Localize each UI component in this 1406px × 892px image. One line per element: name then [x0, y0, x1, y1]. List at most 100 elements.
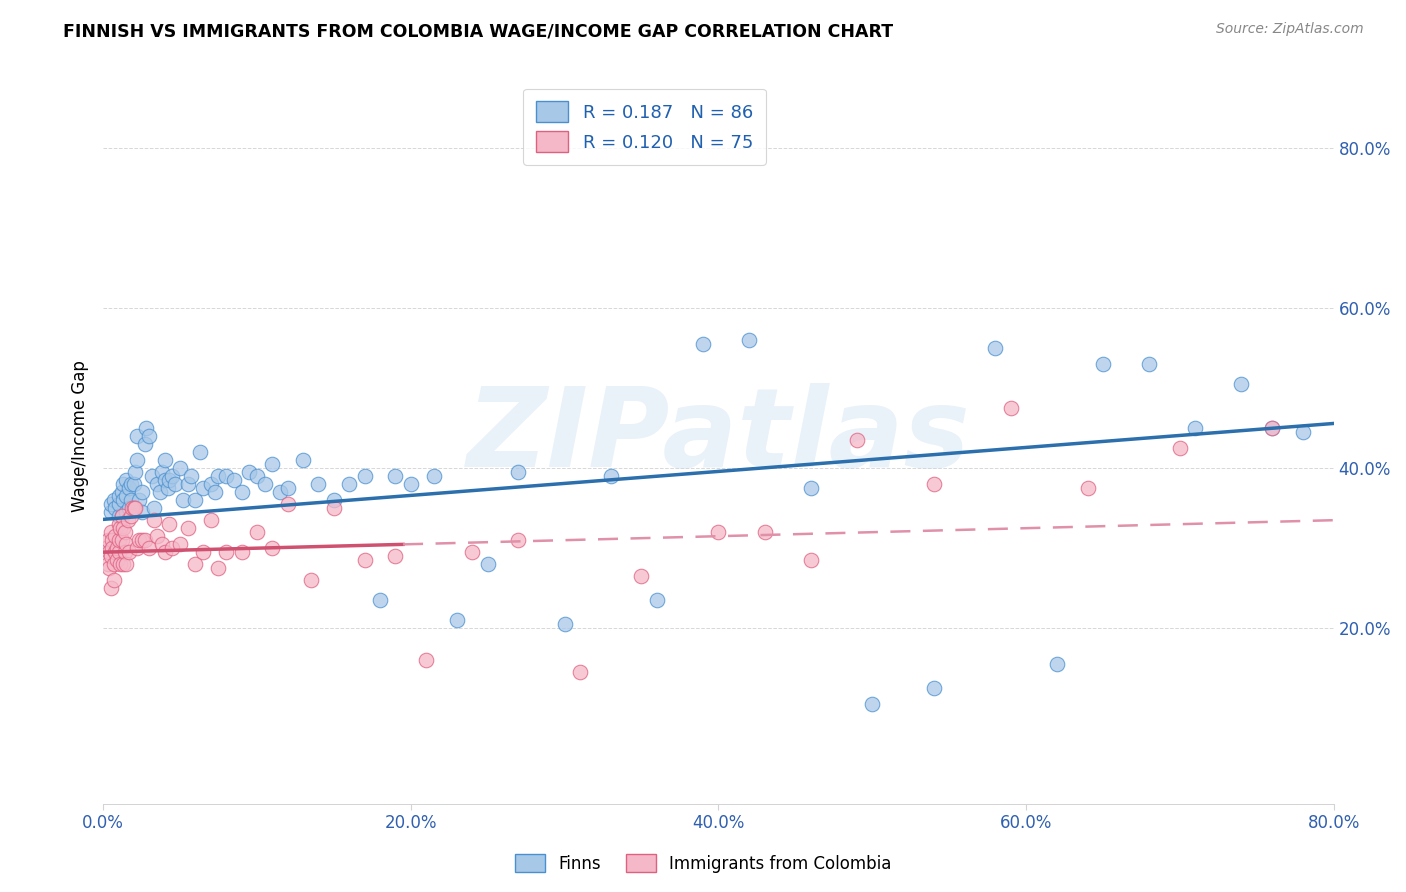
Point: [645, 593, 668, 607]
Point: [98, 545, 121, 559]
Point: [134, 437, 156, 451]
Point: [984, 341, 1007, 355]
Point: [141, 469, 163, 483]
Point: [461, 545, 484, 559]
Point: [104, 545, 127, 559]
Point: [1091, 357, 1114, 371]
Point: [101, 541, 124, 556]
Point: [153, 473, 176, 487]
Point: [117, 513, 139, 527]
Point: [165, 477, 187, 491]
Point: [231, 545, 253, 559]
Point: [104, 529, 127, 543]
Point: [322, 501, 344, 516]
Point: [384, 549, 406, 564]
Text: ZIPatlas: ZIPatlas: [467, 383, 970, 490]
Point: [157, 473, 180, 487]
Point: [246, 525, 269, 540]
Point: [115, 489, 138, 503]
Point: [122, 477, 145, 491]
Point: [169, 537, 191, 551]
Point: [128, 493, 150, 508]
Point: [353, 469, 375, 483]
Point: [138, 429, 160, 443]
Point: [114, 545, 136, 559]
Point: [107, 533, 129, 548]
Point: [120, 509, 142, 524]
Point: [131, 533, 153, 548]
Point: [172, 493, 194, 508]
Point: [105, 541, 128, 556]
Point: [107, 545, 129, 559]
Point: [120, 493, 142, 508]
Legend: Finns, Immigrants from Colombia: Finns, Immigrants from Colombia: [508, 847, 898, 880]
Point: [754, 525, 776, 540]
Point: [108, 557, 131, 571]
Point: [262, 541, 284, 556]
Point: [115, 557, 138, 571]
Point: [384, 469, 406, 483]
Point: [134, 533, 156, 548]
Point: [146, 529, 169, 543]
Point: [707, 525, 730, 540]
Point: [125, 541, 148, 556]
Point: [100, 505, 122, 519]
Point: [253, 477, 276, 491]
Point: [200, 513, 222, 527]
Point: [231, 485, 253, 500]
Point: [299, 573, 322, 587]
Point: [180, 469, 202, 483]
Point: [110, 485, 132, 500]
Point: [477, 557, 499, 571]
Point: [100, 581, 122, 595]
Point: [98, 561, 121, 575]
Point: [97, 557, 120, 571]
Point: [1230, 377, 1253, 392]
Point: [922, 477, 945, 491]
Point: [107, 517, 129, 532]
Point: [177, 477, 200, 491]
Point: [100, 525, 122, 540]
Point: [112, 477, 135, 491]
Point: [118, 545, 141, 559]
Point: [114, 525, 136, 540]
Point: [105, 553, 128, 567]
Point: [191, 545, 214, 559]
Point: [292, 453, 315, 467]
Point: [1137, 357, 1160, 371]
Point: [156, 481, 179, 495]
Point: [415, 653, 437, 667]
Point: [138, 541, 160, 556]
Point: [177, 521, 200, 535]
Point: [146, 477, 169, 491]
Point: [184, 493, 207, 508]
Point: [630, 569, 652, 583]
Point: [118, 501, 141, 516]
Point: [262, 457, 284, 471]
Point: [107, 497, 129, 511]
Point: [423, 469, 446, 483]
Point: [118, 481, 141, 495]
Point: [184, 557, 207, 571]
Point: [103, 573, 125, 587]
Point: [1076, 481, 1098, 495]
Point: [107, 509, 129, 524]
Point: [1184, 421, 1206, 435]
Point: [800, 481, 823, 495]
Point: [162, 469, 184, 483]
Point: [200, 477, 222, 491]
Legend: R = 0.187   N = 86, R = 0.120   N = 75: R = 0.187 N = 86, R = 0.120 N = 75: [523, 88, 766, 165]
Point: [353, 553, 375, 567]
Point: [337, 477, 360, 491]
Point: [368, 593, 391, 607]
Point: [554, 617, 576, 632]
Point: [207, 469, 229, 483]
Point: [110, 509, 132, 524]
Point: [169, 461, 191, 475]
Point: [107, 489, 129, 503]
Point: [162, 541, 184, 556]
Point: [1168, 442, 1191, 456]
Point: [112, 493, 135, 508]
Point: [153, 453, 176, 467]
Point: [108, 521, 131, 535]
